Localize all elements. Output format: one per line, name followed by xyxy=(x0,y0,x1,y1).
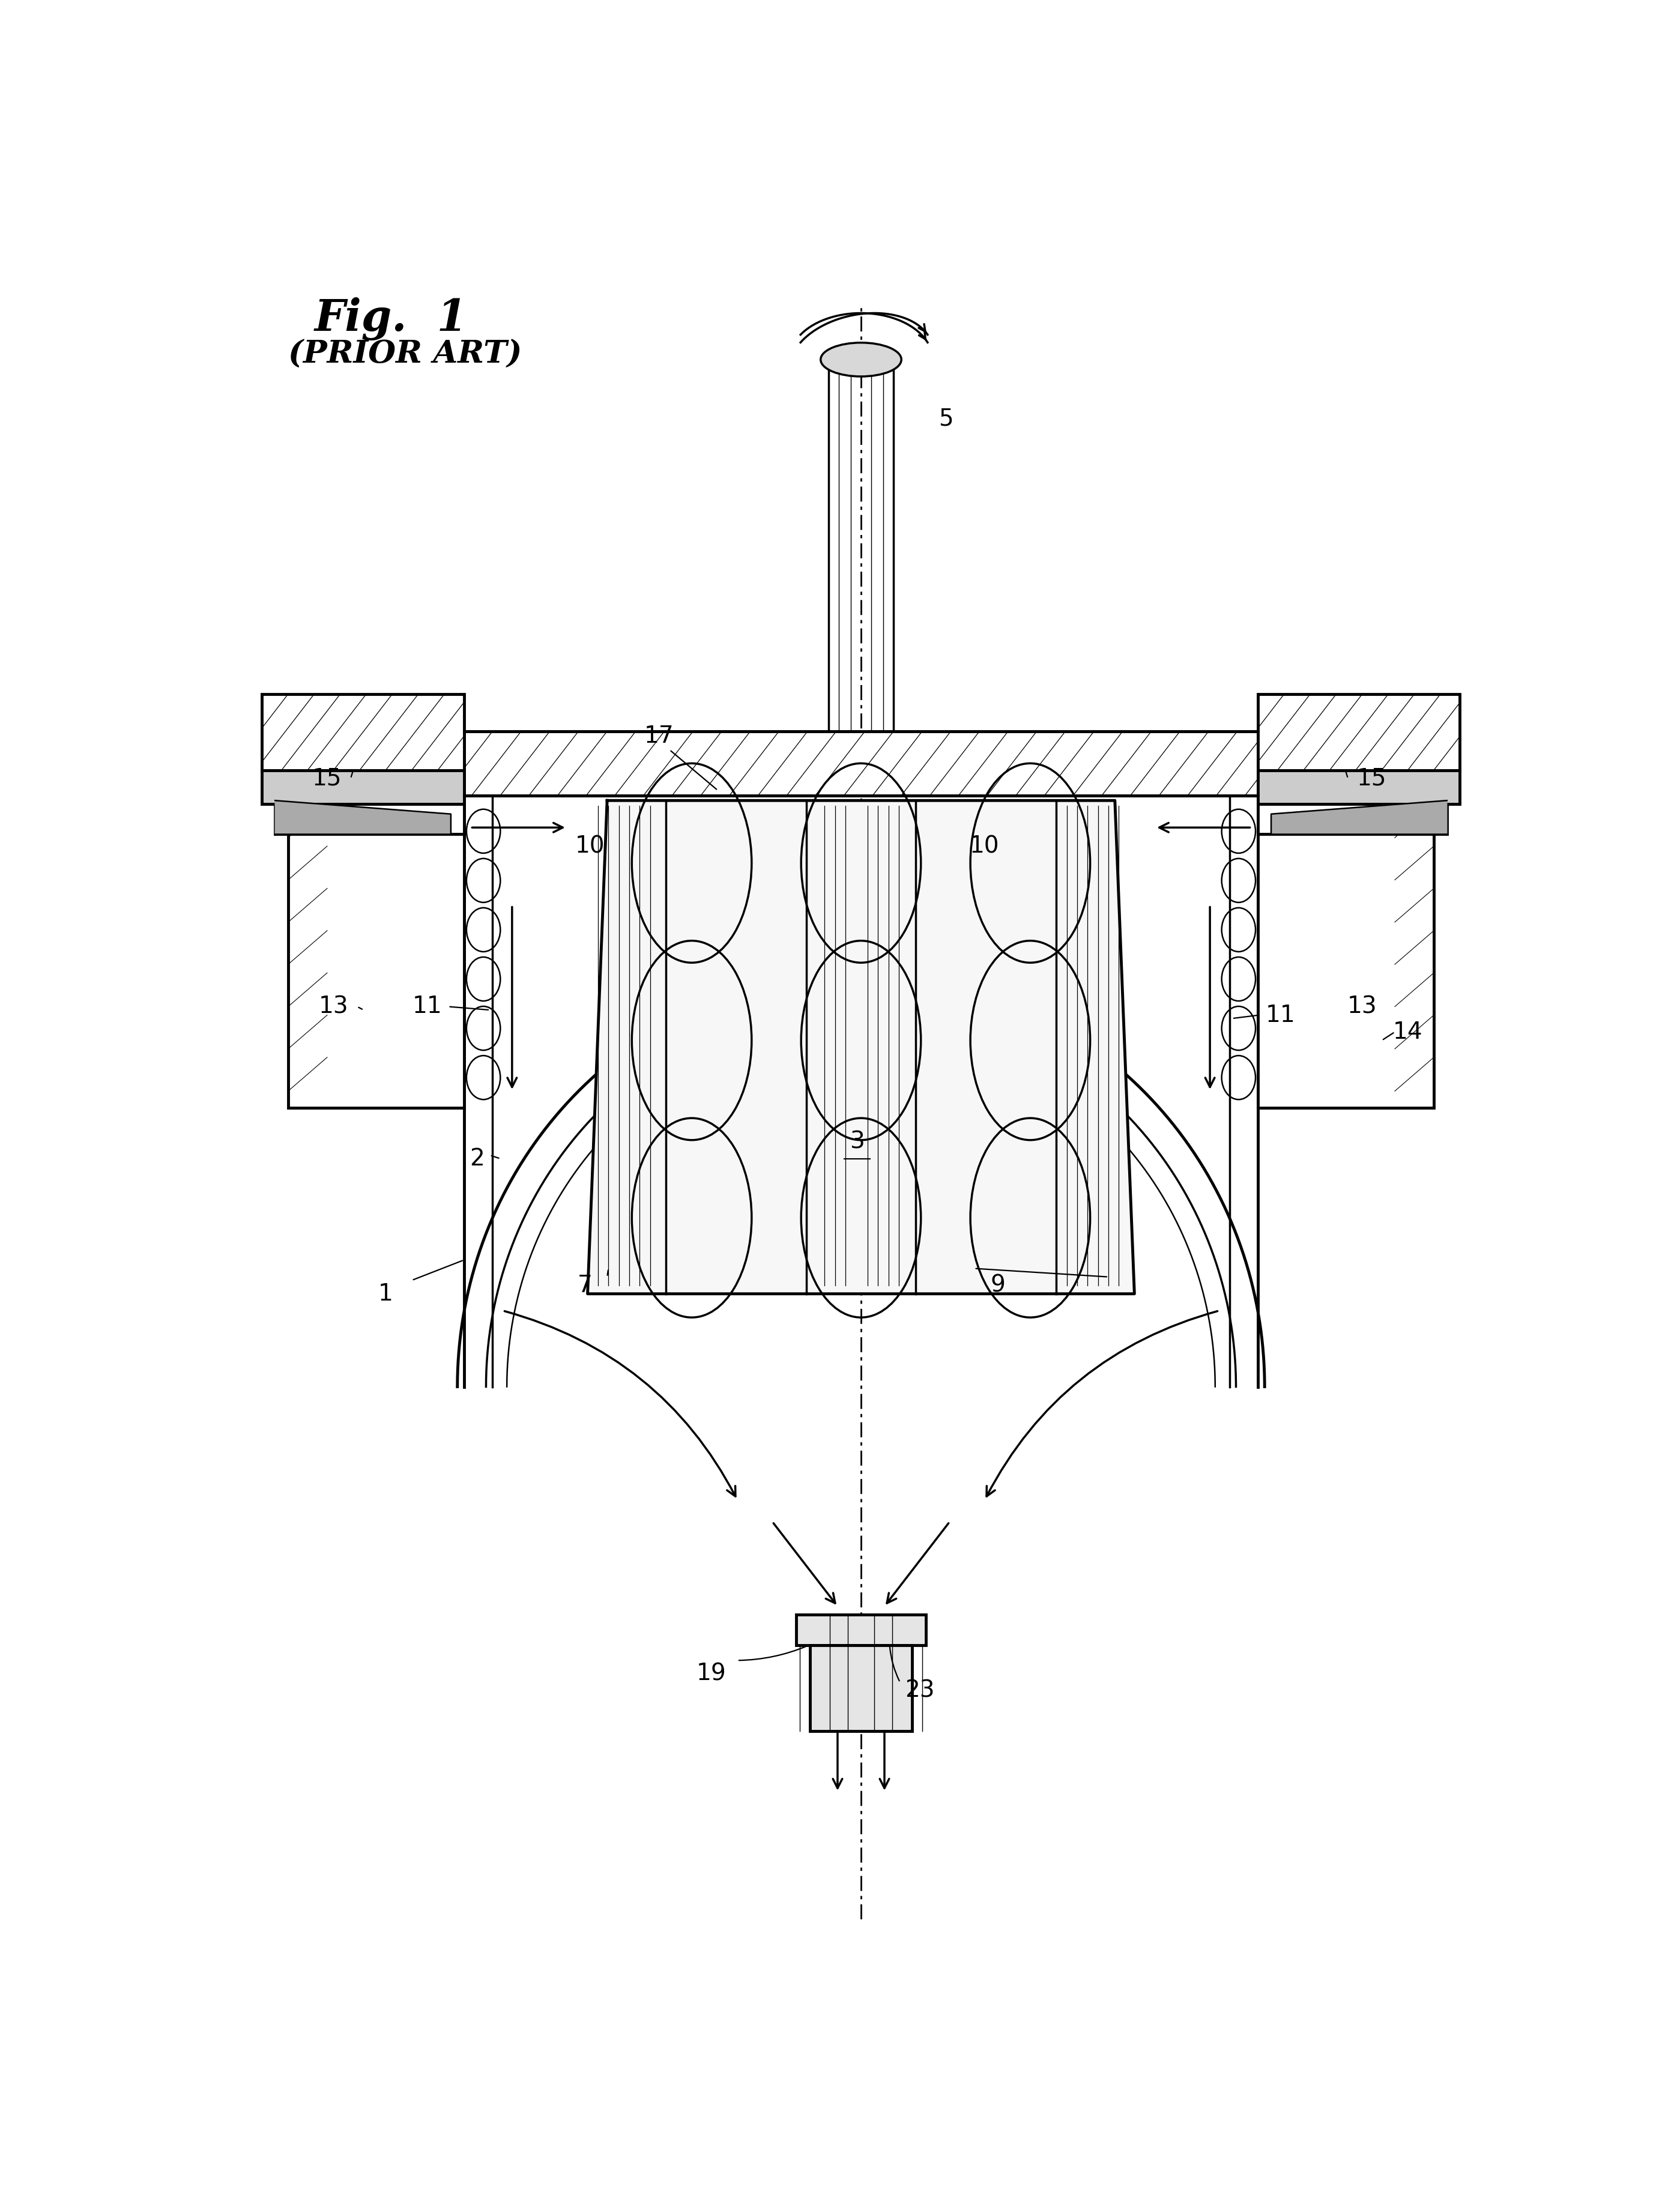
Text: Fig.  1: Fig. 1 xyxy=(314,296,467,340)
Text: 14: 14 xyxy=(1393,1020,1423,1044)
Bar xyxy=(464,731,1258,796)
Text: 11: 11 xyxy=(1265,1003,1295,1027)
Text: 15: 15 xyxy=(312,768,343,790)
Bar xyxy=(810,1646,912,1731)
Bar xyxy=(276,803,464,834)
Text: 2: 2 xyxy=(469,1147,484,1169)
Bar xyxy=(796,1615,926,1646)
Text: 3: 3 xyxy=(850,1130,865,1154)
Bar xyxy=(1258,796,1435,1108)
Bar xyxy=(289,796,464,1108)
Polygon shape xyxy=(588,801,1134,1294)
Bar xyxy=(1258,770,1460,803)
Text: 5: 5 xyxy=(937,408,953,430)
Text: 1: 1 xyxy=(378,1283,393,1305)
Bar xyxy=(1258,803,1446,834)
Text: 17: 17 xyxy=(643,724,674,748)
Bar xyxy=(1258,693,1460,770)
Polygon shape xyxy=(1272,801,1446,834)
Text: 10: 10 xyxy=(969,834,1000,858)
Text: 15: 15 xyxy=(1356,768,1386,790)
Bar xyxy=(262,770,464,803)
Text: 23: 23 xyxy=(906,1678,934,1703)
Text: 19: 19 xyxy=(696,1663,726,1685)
Text: 10: 10 xyxy=(575,834,605,858)
Text: 13: 13 xyxy=(1347,996,1378,1018)
Text: 11: 11 xyxy=(413,996,442,1018)
Polygon shape xyxy=(276,801,450,834)
Text: 13: 13 xyxy=(319,996,348,1018)
Text: 9: 9 xyxy=(990,1275,1005,1297)
Bar xyxy=(262,693,464,770)
Ellipse shape xyxy=(820,342,902,377)
Text: (PRIOR ART): (PRIOR ART) xyxy=(289,340,522,371)
Text: 7: 7 xyxy=(578,1275,593,1297)
